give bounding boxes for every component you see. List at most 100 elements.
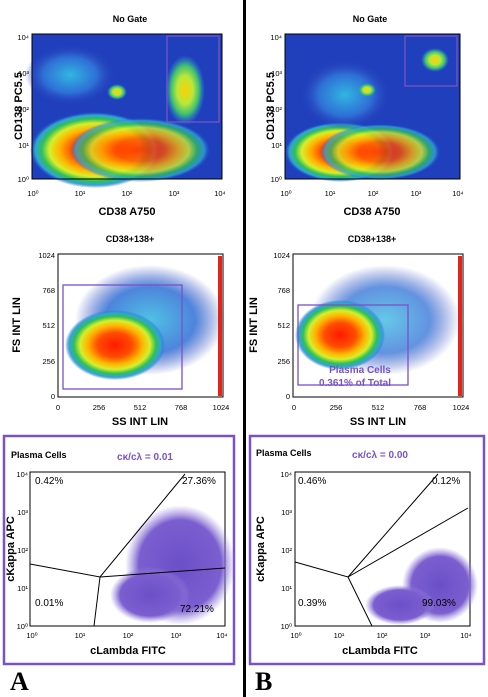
- gate-region: [404, 35, 458, 87]
- plot-frame: [284, 33, 461, 180]
- y-axis-label: FS INT LIN: [248, 297, 260, 353]
- plasma-cells-panel-frame: [248, 434, 486, 666]
- y-tick: 10⁰: [17, 622, 28, 631]
- plot-title: Plasma Cells: [11, 450, 67, 460]
- y-tick: 10²: [18, 105, 29, 114]
- edge-events: [458, 256, 462, 396]
- quadrant-upper-left-pct: 0.42%: [35, 476, 63, 487]
- density-blob: [65, 310, 165, 380]
- x-tick: 10³: [169, 189, 180, 198]
- plot-b3: Plasma Cells cκ/cλ = 0.00 0.46% 0.12% 0.…: [248, 434, 486, 666]
- x-axis-label: cLambda FITC: [90, 645, 166, 657]
- x-tick: 256: [93, 403, 106, 412]
- y-tick: 10⁰: [271, 175, 282, 184]
- x-tick: 10³: [420, 631, 431, 640]
- y-tick: 10¹: [18, 141, 29, 150]
- x-tick: 10¹: [325, 189, 336, 198]
- x-tick: 1024: [453, 403, 470, 412]
- plot-title: CD38+138+: [348, 234, 397, 244]
- density-blob: [165, 55, 205, 125]
- x-tick: 10³: [171, 631, 182, 640]
- x-tick: 10⁴: [214, 189, 226, 198]
- density-blob: [110, 567, 190, 623]
- quadrant-lower-left-pct: 0.01%: [35, 598, 63, 609]
- y-tick: 10¹: [271, 141, 282, 150]
- plot-title: No Gate: [353, 14, 388, 24]
- gate-region: [62, 284, 183, 390]
- y-tick: 0: [51, 392, 55, 401]
- x-tick: 10⁴: [452, 189, 464, 198]
- y-axis-label: FS INT LIN: [11, 297, 23, 353]
- y-tick: 10⁴: [17, 33, 29, 42]
- panel-letter: B: [255, 667, 272, 696]
- x-tick: 10⁰: [26, 631, 37, 640]
- x-axis-label: CD38 A750: [98, 206, 155, 218]
- plot-frame: [31, 33, 223, 180]
- edge-events: [218, 256, 222, 396]
- quadrant-upper-left-pct: 0.46%: [298, 476, 326, 487]
- y-tick: 10²: [17, 546, 28, 555]
- x-axis-label: cLambda FITC: [342, 645, 418, 657]
- panel-letter: A: [10, 667, 29, 696]
- kappa-lambda-ratio: cκ/cλ = 0.00: [352, 450, 408, 461]
- y-tick: 512: [277, 321, 290, 330]
- gate-region: [297, 304, 409, 386]
- x-tick: 10⁴: [460, 631, 472, 640]
- quadrant-upper-right-pct: 27.36%: [182, 476, 216, 487]
- y-tick: 10⁰: [18, 175, 29, 184]
- gate-percent: 0.361% of Total: [319, 378, 391, 389]
- x-tick: 10¹: [75, 631, 86, 640]
- plot-a2: CD38+138+ FS INT LIN SS INT LIN 1024 768…: [11, 234, 229, 428]
- y-tick: 768: [42, 286, 55, 295]
- y-tick: 10²: [281, 546, 292, 555]
- x-tick: 10²: [377, 631, 388, 640]
- quadrant-upper-right-pct: 0.12%: [432, 476, 460, 487]
- y-tick: 768: [277, 286, 290, 295]
- x-tick: 10²: [368, 189, 379, 198]
- density-blob: [320, 124, 440, 180]
- y-tick: 1024: [38, 251, 55, 260]
- quadrant-gate-line: [347, 576, 373, 627]
- y-tick: 10⁴: [16, 470, 28, 479]
- density-blob: [421, 48, 449, 72]
- x-tick: 10²: [123, 631, 134, 640]
- quadrant-gate-line: [347, 473, 439, 578]
- y-tick: 1024: [273, 251, 290, 260]
- x-tick: 512: [134, 403, 147, 412]
- x-tick: 0: [56, 403, 60, 412]
- y-tick: 10³: [281, 508, 292, 517]
- gate-label: Plasma Cells: [329, 365, 391, 376]
- density-blob: [70, 118, 210, 182]
- x-tick: 10¹: [75, 189, 86, 198]
- gate-region: [166, 35, 220, 123]
- density-blob: [25, 45, 115, 105]
- y-tick: 10⁰: [281, 622, 292, 631]
- x-axis-label: SS INT LIN: [350, 416, 406, 428]
- x-tick: 10¹: [334, 631, 345, 640]
- y-tick: 10³: [17, 508, 28, 517]
- x-tick: 10³: [411, 189, 422, 198]
- y-tick: 10¹: [281, 584, 292, 593]
- plot-a1: No Gate CD138 PC5.5 CD38 A750 10⁴ 10³ 10…: [13, 14, 226, 218]
- y-tick: 10³: [18, 69, 29, 78]
- kappa-lambda-ratio: cκ/cλ = 0.01: [117, 452, 173, 463]
- y-tick: 512: [42, 321, 55, 330]
- quadrant-gate-line: [93, 576, 101, 627]
- x-tick: 10⁴: [216, 631, 228, 640]
- x-tick: 256: [330, 403, 343, 412]
- y-tick: 0: [286, 392, 290, 401]
- plot-title: Plasma Cells: [256, 448, 312, 458]
- x-tick: 10²: [122, 189, 133, 198]
- plot-title: No Gate: [113, 14, 148, 24]
- density-blob: [295, 300, 385, 370]
- x-tick: 512: [372, 403, 385, 412]
- x-tick: 10⁰: [290, 631, 301, 640]
- x-tick: 10⁰: [27, 189, 38, 198]
- x-tick: 0: [292, 403, 296, 412]
- y-tick: 256: [42, 357, 55, 366]
- column-b: No Gate CD138 PC5.5 CD38 A750 10⁴ 10³ 10…: [248, 14, 486, 696]
- y-tick: 10³: [271, 69, 282, 78]
- panel-divider: [243, 0, 246, 697]
- y-tick: 256: [277, 357, 290, 366]
